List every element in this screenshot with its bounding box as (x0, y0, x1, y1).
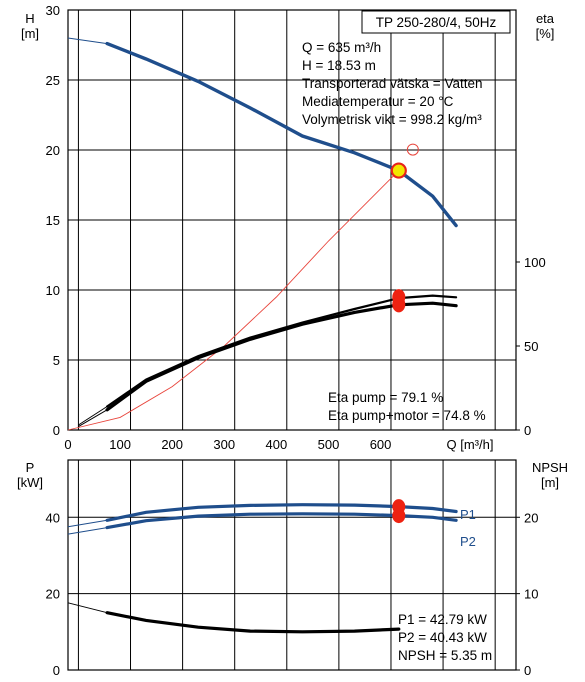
eta_pump-extension-line (78, 406, 108, 426)
p-tick-label: 40 (46, 510, 60, 525)
eta-axis-label: eta (536, 11, 555, 26)
p-axis-unit: [kW] (17, 475, 43, 490)
H-extension-line (67, 37, 108, 45)
P1-extension-line (67, 519, 108, 528)
legend-p1: P1 (460, 507, 476, 522)
eta-tick-label: 0 (524, 423, 531, 438)
p2-annotation: P2 = 40.43 kW (398, 630, 487, 645)
top-series (67, 37, 458, 431)
h-axis-label: H (25, 11, 34, 26)
h-tick-label: 15 (46, 213, 60, 228)
q-tick-label: 300 (213, 437, 235, 452)
h-tick-label: 10 (46, 283, 60, 298)
q-tick-label: 500 (318, 437, 340, 452)
h-axis-unit: [m] (21, 26, 39, 41)
q-tick-label: 400 (266, 437, 288, 452)
info-line-temperature: Mediatemperatur = 20 °C (302, 94, 454, 109)
npsh-annotation: NPSH = 5.35 m (398, 648, 492, 663)
info-block: Q = 635 m³/h H = 18.53 m Transporterad v… (302, 40, 482, 127)
x-axis-label: Q [m³/h] (447, 437, 494, 452)
duty-point-marker (406, 143, 419, 156)
P2-extension-line (67, 527, 108, 535)
info-line-h: H = 18.53 m (302, 58, 376, 73)
npsh-axis-label: NPSH (532, 460, 568, 475)
p-tick-label: 0 (53, 663, 60, 678)
p-tick-label: 20 (46, 587, 60, 602)
npsh-tick-label: 0 (524, 663, 531, 678)
H-curve (105, 41, 458, 228)
npsh-axis-unit: [m] (541, 475, 559, 490)
eta-tick-label: 50 (524, 339, 538, 354)
top-plot-frame (67, 9, 517, 431)
q-tick-label: 600 (370, 437, 392, 452)
h-tick-label: 30 (46, 3, 60, 18)
eta-pump-motor-annotation: Eta pump+motor = 74.8 % (328, 408, 486, 423)
info-line-liquid: Transporterad vätska = Vatten (302, 76, 482, 91)
bottom-plot-frame (67, 459, 517, 671)
p1-annotation: P1 = 42.79 kW (398, 612, 487, 627)
h-tick-label: 5 (53, 353, 60, 368)
p2-point-marker (392, 508, 406, 524)
power-annotations: P1 = 42.79 kW P2 = 40.43 kW NPSH = 5.35 … (398, 612, 492, 663)
bottom-series (67, 499, 458, 634)
top-grid (68, 10, 516, 430)
chart-title: TP 250-280/4, 50Hz (376, 15, 497, 30)
NPSH-curve (105, 611, 401, 634)
eta-tick-label: 100 (524, 255, 546, 270)
title-box (361, 10, 511, 34)
P1-curve (105, 503, 458, 522)
npsh-tick-label: 10 (524, 587, 538, 602)
q-tick-label: 0 (64, 437, 71, 452)
h-tick-label: 0 (53, 423, 60, 438)
eta-pump-annotation: Eta pump = 79.1 % (328, 390, 443, 405)
eta_pump_motor-extension-line (78, 409, 108, 428)
q-tick-label: 100 (109, 437, 131, 452)
p-axis-label: P (26, 460, 35, 475)
h-tick-label: 25 (46, 73, 60, 88)
eta-annotations: Eta pump = 79.1 % Eta pump+motor = 74.8 … (328, 390, 486, 423)
info-line-q: Q = 635 m³/h (302, 40, 381, 55)
P2-curve (105, 512, 458, 530)
q-tick-label: 200 (161, 437, 183, 452)
h-tick-label: 20 (46, 143, 60, 158)
bottom-tick-labels: 0 20 40 0 10 20 (46, 510, 539, 678)
info-line-density: Volymetrisk vikt = 998.2 kg/m³ (302, 112, 482, 127)
eta-axis-unit: [%] (536, 26, 555, 41)
eta-pump-motor-point-marker (392, 296, 406, 313)
eta_pump_motor-curve (105, 301, 458, 412)
operating-point-marker (390, 162, 407, 179)
legend-p2: P2 (460, 534, 476, 549)
NPSH-extension-line (67, 602, 108, 614)
npsh-tick-label: 20 (524, 510, 538, 525)
